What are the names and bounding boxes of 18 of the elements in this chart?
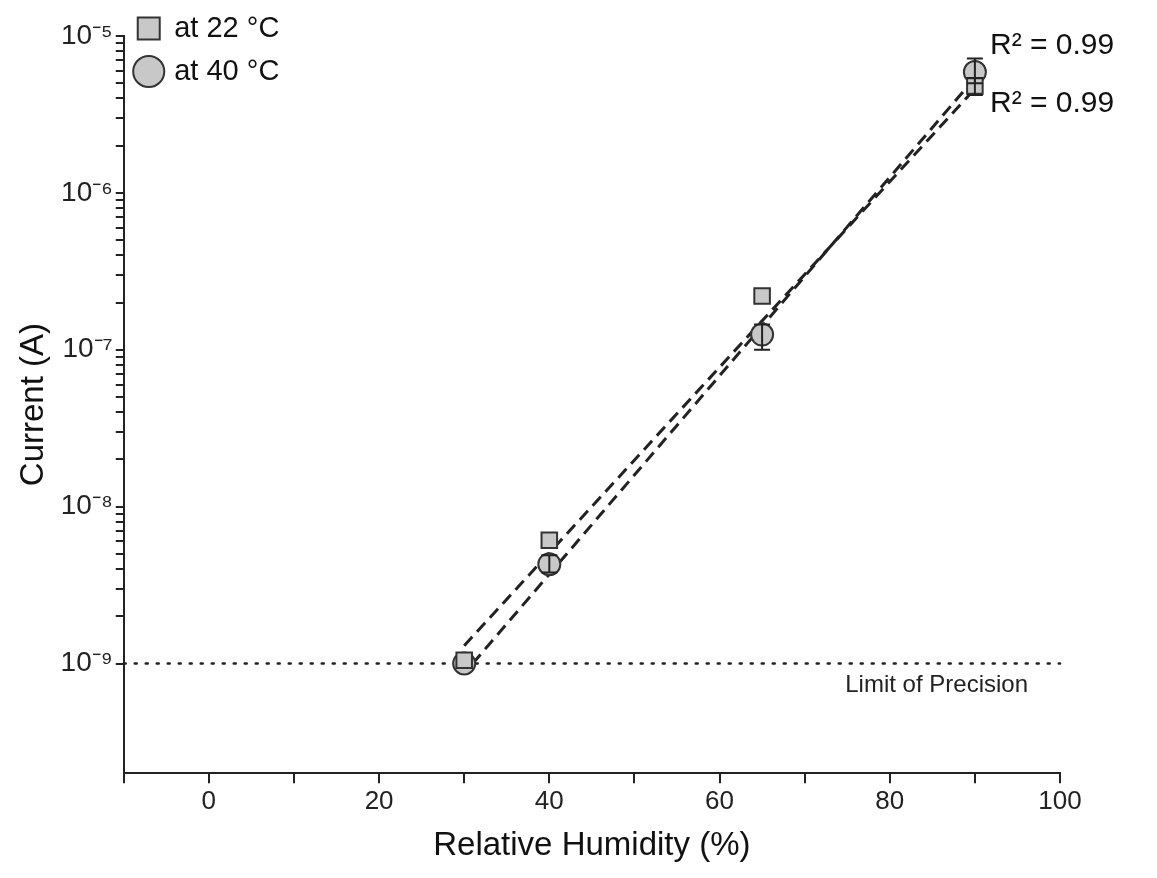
x-tick-label: 60 <box>705 784 734 815</box>
y-tick-label: 10⁻⁵ <box>60 18 113 50</box>
annotation: R² = 0.99 <box>990 85 1115 119</box>
legend-label: at 40 °C <box>174 53 280 86</box>
y-axis-title: Current (A) <box>12 323 50 487</box>
x-tick-label: 20 <box>364 784 394 815</box>
y-tick-label: 10⁻⁶ <box>61 175 113 207</box>
annotation: R² = 0.99 <box>990 27 1115 61</box>
legend-label: at 22 °C <box>174 10 280 43</box>
y-tick-label: 10⁻⁷ <box>62 332 113 364</box>
x-tick-label: 40 <box>534 784 564 815</box>
y-tick-label: 10⁻⁹ <box>60 646 113 678</box>
x-tick-label: 100 <box>1038 784 1082 815</box>
x-tick-label: 80 <box>875 784 905 815</box>
y-tick-label: 10⁻⁸ <box>60 489 113 521</box>
ref-line-label: Limit of Precision <box>845 670 1028 698</box>
x-tick-label: 0 <box>201 784 217 815</box>
x-axis-title: Relative Humidity (%) <box>433 825 751 863</box>
